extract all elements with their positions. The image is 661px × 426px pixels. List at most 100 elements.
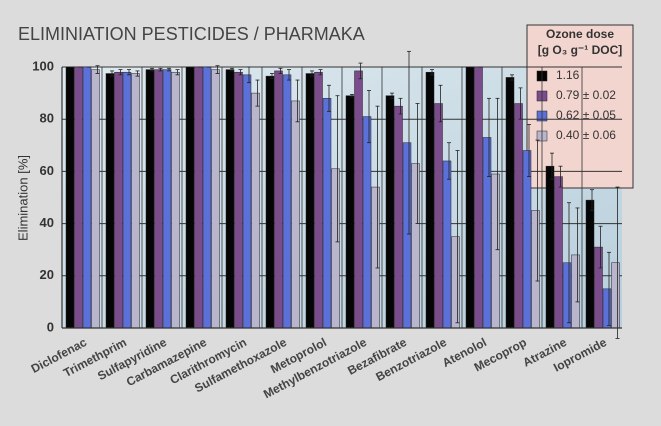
legend-subtitle: [g O₃ g⁻¹ DOC]: [538, 43, 623, 57]
error-bar: [150, 67, 154, 72]
bar: [251, 92, 260, 329]
bar: [425, 71, 435, 329]
error-bar: [535, 139, 540, 282]
bar: [211, 69, 220, 329]
error-bar: [118, 69, 123, 76]
error-bar: [278, 67, 283, 74]
bar: [434, 103, 443, 329]
bar: [282, 74, 292, 329]
y-tick-label: 60: [40, 163, 54, 178]
error-bar: [367, 90, 371, 144]
legend-title: Ozone dose: [546, 27, 614, 41]
error-bar: [255, 79, 260, 107]
legend-box: [526, 24, 634, 189]
bar: [225, 69, 235, 329]
bar: [322, 98, 332, 329]
legend-label: 1.16: [556, 68, 580, 82]
bar: [305, 73, 315, 329]
bar: [122, 71, 132, 329]
error-bar: [375, 105, 380, 269]
bar: [154, 69, 163, 329]
error-bar: [295, 79, 300, 123]
legend-label: 0.62 ± 0.05: [556, 108, 616, 122]
bar: [265, 75, 275, 329]
y-tick-label: 40: [40, 215, 54, 230]
bar: [194, 66, 203, 329]
bar: [505, 77, 515, 329]
bar: [571, 254, 580, 329]
error-bar: [310, 70, 314, 77]
y-tick-label: 20: [40, 267, 54, 282]
bar: [514, 103, 523, 329]
y-axis-label: Elimination [%]: [15, 155, 30, 241]
bar: [145, 69, 155, 329]
y-tick-label: 0: [47, 319, 54, 334]
error-bar: [455, 150, 460, 324]
error-bar: [527, 124, 531, 178]
bar: [385, 95, 395, 329]
bar: [562, 262, 572, 329]
bar: [91, 69, 100, 329]
bar: [411, 163, 420, 329]
error-bar: [567, 202, 571, 324]
bar: [362, 116, 372, 329]
bar: [131, 73, 140, 329]
error-bar: [518, 87, 523, 120]
error-bar: [95, 65, 100, 74]
error-bar: [127, 69, 131, 76]
error-bar: [358, 62, 363, 80]
bar: [611, 262, 620, 329]
error-bar: [550, 152, 554, 180]
error-bar: [135, 70, 140, 77]
bar: [274, 70, 283, 329]
error-bar: [158, 67, 163, 72]
error-bar: [598, 225, 603, 269]
bar: [202, 66, 212, 329]
bar: [554, 176, 563, 329]
legend: Ozone dose [g O₃ g⁻¹ DOC] 1.16 0.79 ± 0.0…: [526, 24, 634, 189]
bar: [482, 137, 492, 329]
y-tick-label: 100: [32, 58, 54, 73]
bar: [114, 71, 123, 329]
error-bar: [215, 65, 220, 74]
bar: [162, 69, 172, 329]
bar: [74, 66, 83, 329]
bar: [602, 288, 612, 329]
legend-label: 0.40 ± 0.06: [556, 128, 616, 142]
bar: [291, 100, 300, 329]
bar: [522, 150, 532, 329]
bar: [474, 66, 483, 329]
error-bar: [510, 74, 514, 81]
bar: [345, 95, 355, 329]
bar: [185, 66, 195, 329]
error-bar: [327, 84, 331, 112]
bar: [65, 66, 75, 329]
bar: [402, 142, 412, 329]
error-bar: [415, 103, 420, 225]
error-bar: [575, 207, 580, 303]
error-bar: [438, 84, 443, 123]
bar: [442, 160, 452, 329]
bar: [171, 71, 180, 329]
error-bar: [607, 251, 611, 326]
error-bar: [270, 73, 274, 80]
error-bar: [175, 69, 180, 76]
bar: [594, 246, 603, 329]
chart-title: ELIMINIATION PESTICIDES / PHARMAKA: [18, 24, 365, 44]
bar: [545, 165, 555, 329]
bar: [465, 66, 475, 329]
bar: [82, 66, 92, 329]
error-bar: [398, 97, 403, 115]
bar: [451, 236, 460, 329]
error-bar: [167, 67, 171, 72]
error-bar: [590, 189, 594, 211]
bar: [531, 210, 540, 329]
error-bar: [615, 186, 620, 339]
error-bar: [238, 69, 243, 76]
error-bar: [110, 70, 114, 77]
bar: [234, 71, 243, 329]
error-bar: [558, 165, 563, 188]
error-bar: [247, 66, 251, 84]
bar: [242, 74, 252, 329]
